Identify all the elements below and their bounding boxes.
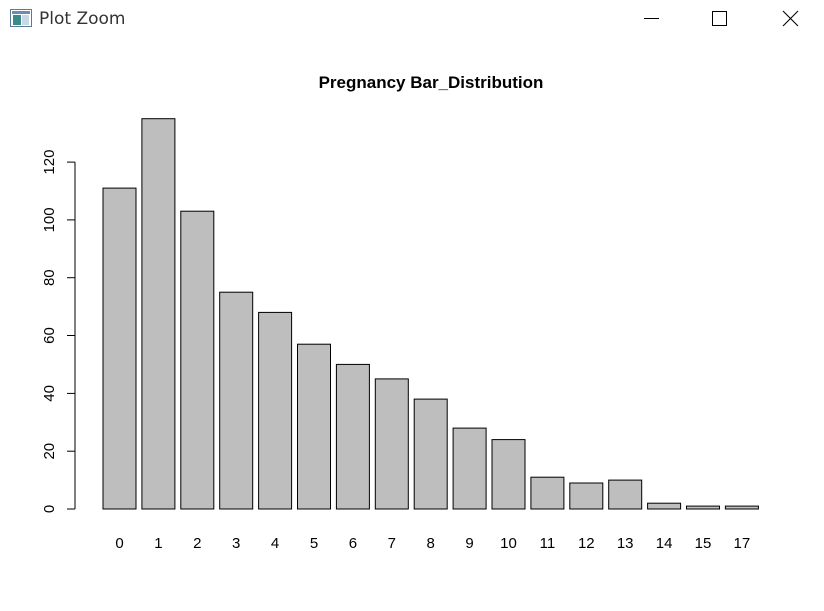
x-tick-label: 8 [427,535,435,552]
y-tick-label: 120 [41,150,58,175]
bar-13 [608,479,643,510]
x-tick-label: 15 [695,535,712,552]
title-bar[interactable]: Plot Zoom [0,0,824,38]
x-tick-label: 12 [578,535,595,552]
x-tick-label: 4 [271,535,279,552]
minimize-button[interactable] [628,0,674,38]
bars [102,118,759,510]
bar-14 [647,502,682,510]
bar-11 [530,476,565,510]
maximize-button[interactable] [696,0,742,38]
bar-9 [452,427,487,510]
x-tick-label: 7 [388,535,396,552]
bar-4 [258,311,293,510]
x-tick-label: 0 [115,535,123,552]
bar-8 [413,398,448,510]
y-axis: 0 20 40 60 80 100 120 [41,150,76,513]
y-tick-label: 0 [41,505,58,513]
bar-chart: Pregnancy Bar_Distribution 0204060801001… [41,73,759,552]
bar-12 [569,482,604,510]
plot-window-icon [10,9,32,27]
minimize-icon [644,18,659,19]
bar-3 [219,291,254,510]
x-tick-label: 10 [500,535,517,552]
x-tick-label: 9 [465,535,473,552]
x-tick-label: 11 [540,535,556,552]
bar-0 [102,187,137,510]
x-axis-labels: 0 1 2 3 4 5 6 7 8 9 10 11 12 13 14 15 17 [115,535,750,552]
x-tick-label: 2 [193,535,201,552]
x-tick-label: 6 [349,535,357,552]
y-tick-label: 40 [41,385,58,402]
bar-15 [686,505,720,510]
bar-7 [374,378,409,510]
bar-5 [297,343,331,510]
y-tick-label: 100 [41,207,58,232]
x-tick-label: 17 [734,535,751,552]
y-tick-label: 80 [41,269,58,286]
chart-title: Pregnancy Bar_Distribution [319,73,544,92]
bar-1 [141,118,176,510]
x-tick-label: 5 [310,535,318,552]
y-tick-label: 20 [41,443,58,460]
close-icon [782,10,799,27]
close-button[interactable] [767,0,813,38]
window-title: Plot Zoom [39,9,126,29]
y-tick-label: 60 [41,327,58,344]
bar-6 [335,363,370,510]
x-tick-label: 13 [617,535,634,552]
bar-2 [180,210,215,510]
maximize-icon [712,11,727,26]
x-tick-label: 14 [656,535,673,552]
bar-10 [491,439,526,510]
plot-area: Pregnancy Bar_Distribution 0 20 40 60 80 100 1… [0,38,824,611]
x-tick-label: 3 [232,535,240,552]
x-tick-label: 1 [154,535,162,552]
bar-17 [724,505,759,510]
